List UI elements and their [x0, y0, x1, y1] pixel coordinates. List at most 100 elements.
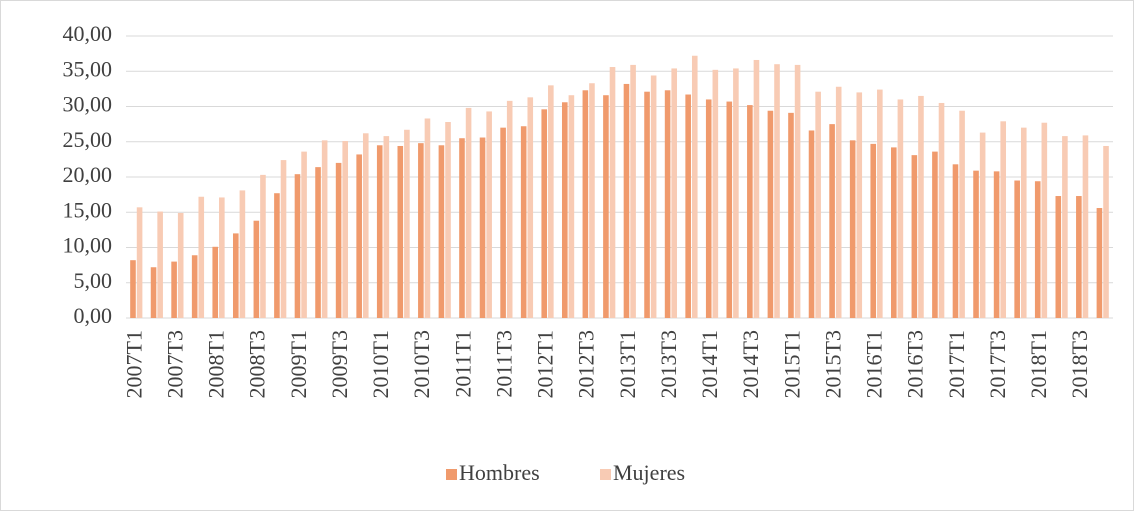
bar [383, 136, 390, 318]
y-tick-label: 0,00 [74, 303, 113, 328]
y-tick-label: 25,00 [63, 127, 113, 152]
x-tick-label: 2009T3 [327, 330, 352, 398]
bar [835, 86, 842, 318]
bar [438, 145, 445, 318]
x-tick-label: 2015T3 [820, 330, 845, 398]
legend-label: Hombres [459, 460, 540, 485]
bar [397, 145, 404, 318]
x-tick-label: 2017T3 [985, 330, 1010, 398]
bar [568, 95, 575, 318]
bar [973, 170, 979, 318]
bar [856, 92, 863, 319]
bar [253, 220, 260, 318]
bar [1055, 196, 1062, 318]
x-tick-label: 2010T1 [368, 330, 393, 398]
bar [630, 64, 636, 318]
bar [404, 129, 410, 318]
bar [150, 267, 157, 318]
bar [650, 75, 657, 318]
bar [321, 140, 328, 318]
bar [664, 90, 671, 318]
bar [712, 69, 719, 318]
x-tick-label: 2013T1 [615, 330, 640, 398]
bar [829, 124, 835, 318]
bar [932, 151, 938, 318]
x-tick-label: 2009T1 [286, 330, 311, 398]
bar [897, 99, 904, 318]
bar [219, 197, 225, 318]
x-tick-label: 2010T3 [409, 330, 434, 398]
x-tick-label: 2012T3 [574, 330, 599, 398]
bar [753, 59, 760, 318]
bar [774, 64, 780, 318]
bar [424, 118, 431, 318]
y-tick-label: 20,00 [63, 162, 113, 187]
bar [603, 95, 609, 318]
x-tick-label: 2016T1 [862, 330, 887, 398]
x-tick-label: 2014T3 [738, 330, 763, 398]
bar [1076, 196, 1082, 318]
x-tick-label: 2011T1 [450, 330, 475, 398]
bar [239, 190, 246, 318]
bar [465, 107, 472, 318]
bar [520, 126, 527, 319]
y-tick-label: 5,00 [74, 268, 113, 293]
x-tick-label: 2016T3 [903, 330, 928, 398]
bar [1082, 135, 1089, 318]
bar [356, 154, 362, 318]
bar [191, 255, 198, 318]
bar [993, 171, 1000, 318]
bar [1041, 122, 1048, 318]
bar [212, 246, 219, 318]
bar [747, 105, 753, 318]
bar [1062, 136, 1068, 318]
bar [280, 160, 287, 318]
bar [157, 211, 163, 318]
x-tick-label: 2011T3 [491, 330, 516, 398]
x-tick-label: 2008T3 [245, 330, 270, 398]
bar [315, 167, 321, 318]
bar [1020, 127, 1027, 319]
bar [418, 143, 424, 318]
x-tick-label: 2018T3 [1067, 330, 1092, 398]
bar [959, 110, 965, 318]
y-tick-label: 10,00 [63, 233, 113, 258]
bar [527, 97, 534, 319]
bar [335, 162, 342, 318]
x-tick-label: 2007T1 [121, 330, 146, 398]
bar [445, 122, 451, 318]
bar [362, 133, 369, 318]
y-tick-label: 15,00 [63, 197, 113, 222]
bar [177, 212, 184, 318]
bar [1034, 181, 1041, 318]
bar [705, 99, 712, 318]
bar [1000, 121, 1007, 319]
bar [767, 110, 774, 318]
bar [301, 151, 307, 318]
bar [506, 100, 513, 318]
bar [726, 101, 733, 318]
bar [1103, 145, 1109, 318]
bar [1096, 208, 1103, 318]
bar [644, 91, 650, 318]
x-tick-label: 2018T1 [1026, 330, 1051, 398]
bar [274, 193, 280, 318]
bar [479, 137, 486, 318]
bar [979, 132, 986, 318]
bar [582, 90, 589, 318]
x-tick-label: 2015T1 [779, 330, 804, 398]
bar [136, 207, 143, 318]
bar [733, 68, 739, 319]
bar [911, 155, 918, 318]
bar [918, 95, 924, 318]
x-tick-label: 2012T1 [533, 330, 558, 398]
bar [808, 130, 815, 318]
bar [548, 85, 554, 318]
bar [260, 174, 266, 318]
bar [938, 102, 945, 318]
y-tick-label: 35,00 [63, 56, 113, 81]
bar [952, 164, 959, 318]
bar [232, 233, 239, 318]
x-tick-label: 2008T1 [204, 330, 229, 398]
